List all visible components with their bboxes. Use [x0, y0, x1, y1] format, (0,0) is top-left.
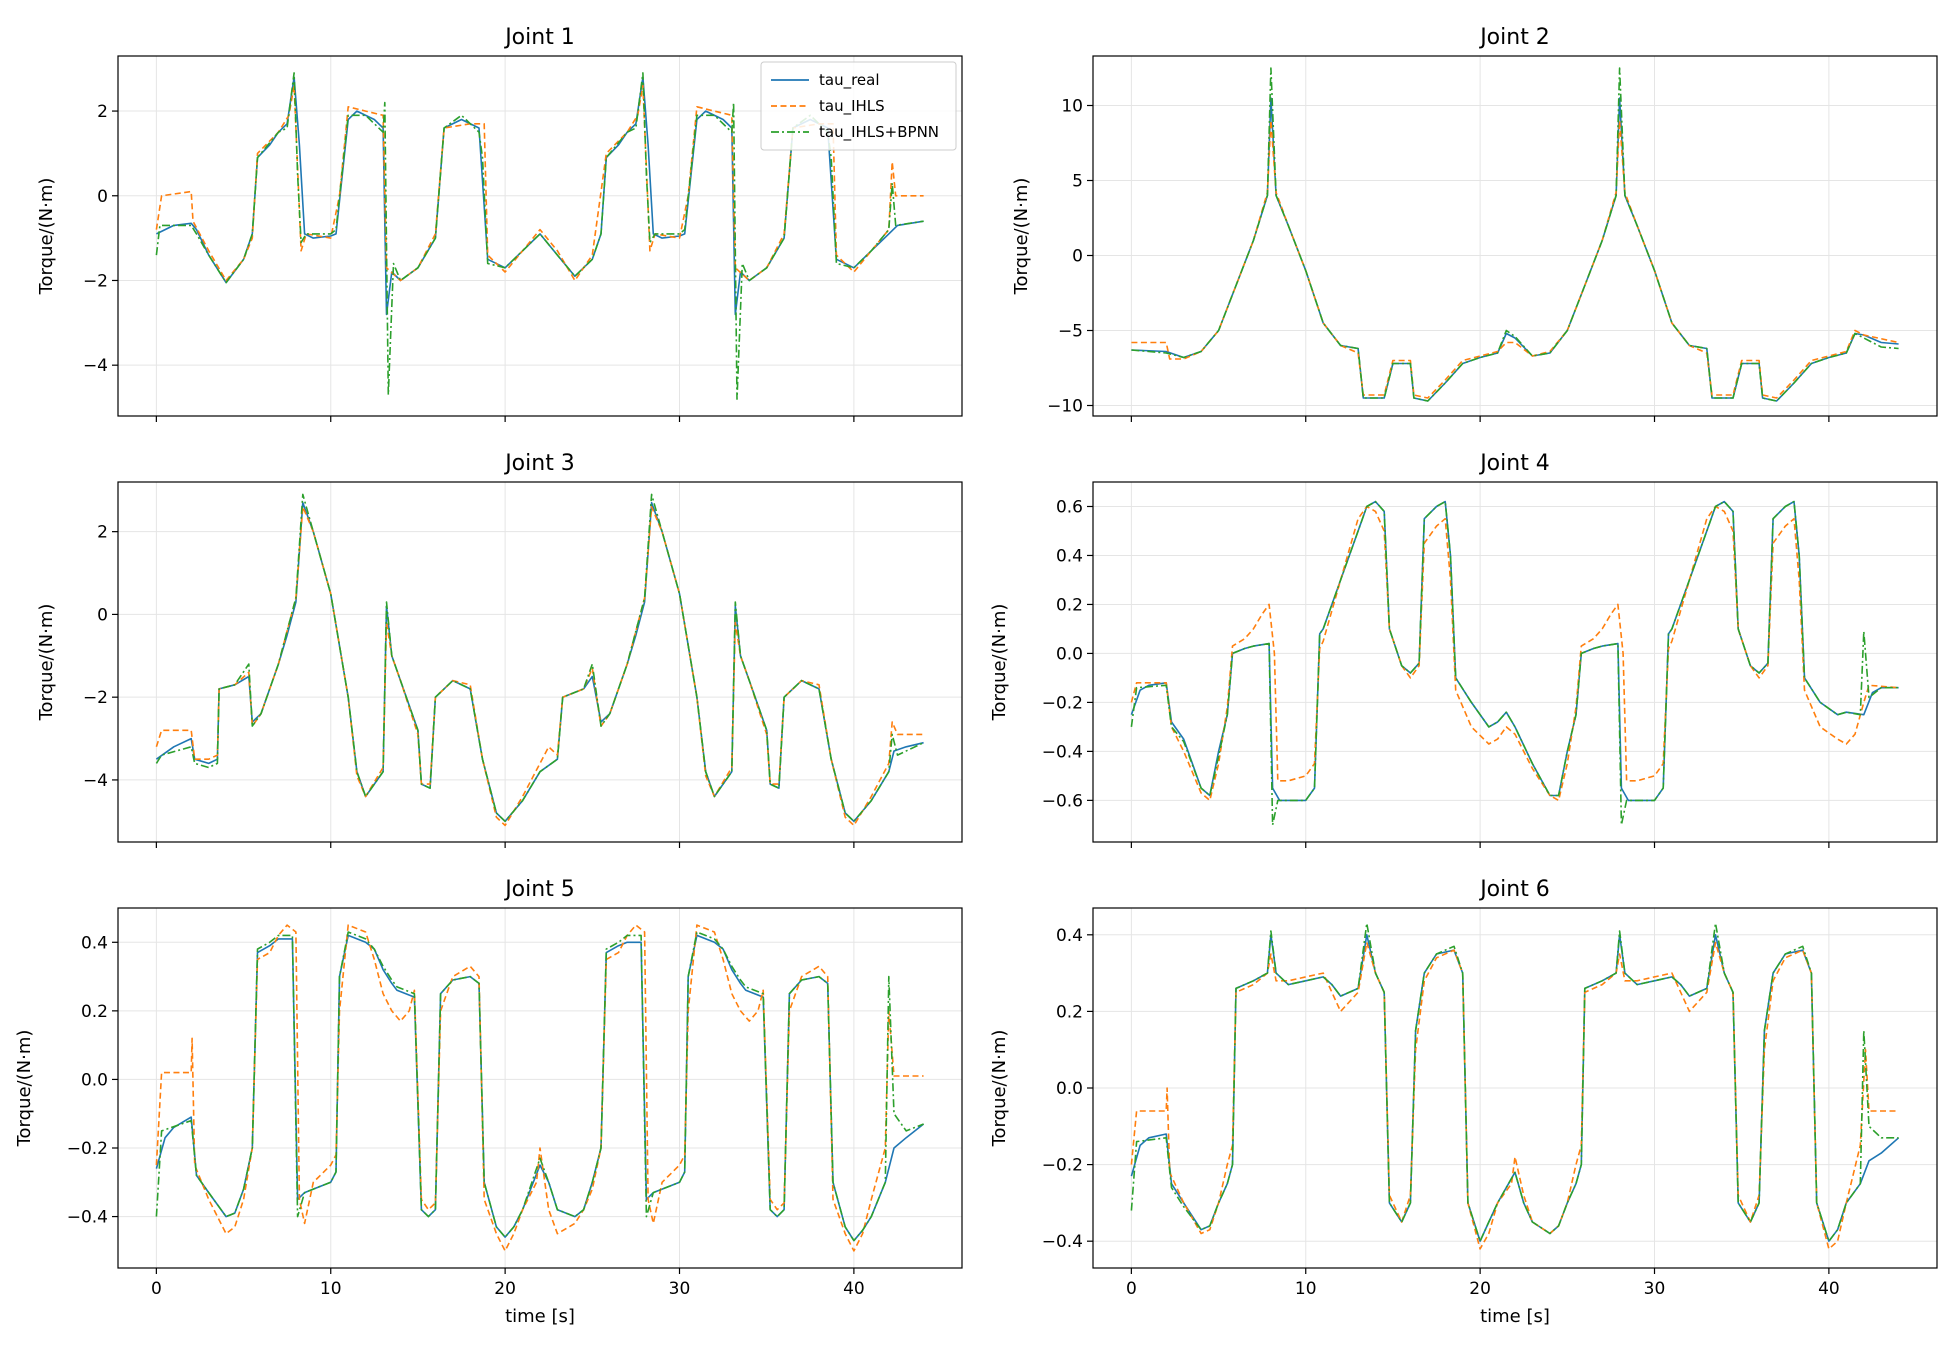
series-group: [155, 72, 924, 400]
y-tick-label: −10: [1047, 397, 1083, 417]
y-tick-label: 0: [97, 605, 108, 625]
y-tick-label: 0.2: [1056, 595, 1083, 615]
y-tick-label: −0.4: [1042, 1232, 1083, 1252]
subplot-title: Joint 4: [1478, 451, 1550, 476]
series-line-tau-ihls-bpnn: [155, 493, 924, 823]
subplot-joint-1: −4 −2 0 2 Joint 1 Torque/(N·m): [36, 25, 963, 422]
y-tick-label: −4: [83, 771, 108, 791]
subplot-joint-2: −10 −5 0 5 10 Joint 2 Torque/(N·m): [1011, 25, 1938, 422]
series-line-tau-ihls-bpnn: [155, 931, 924, 1242]
y-tick-label: 0: [1072, 247, 1083, 267]
legend-label: tau_real: [819, 71, 880, 90]
subplot-title: Joint 3: [503, 451, 575, 476]
series-line-tau-ihls-bpnn: [155, 72, 924, 400]
x-tick-label: 0: [151, 1279, 162, 1299]
x-tick-label: 10: [320, 1279, 342, 1299]
legend-label: tau_IHLS+BPNN: [819, 123, 939, 142]
series-line-tau-real: [155, 934, 925, 1242]
y-tick-label: −0.6: [1042, 791, 1083, 811]
subplot-title: Joint 1: [503, 25, 575, 50]
subplot-joint-6: 0 10 20 30 40 −0.4 −0.2 0.0 0.2 0.4 Joint 6 Torque/…: [989, 877, 1938, 1327]
x-tick-label: 30: [1644, 1279, 1666, 1299]
x-axis-label: time [s]: [505, 1306, 575, 1327]
axes-frame: [1092, 55, 1938, 417]
y-tick-label: 0.4: [1056, 546, 1083, 566]
y-tick-label: −2: [83, 271, 108, 291]
legend-item: tau_IHLS+BPNN: [771, 123, 939, 142]
y-tick-label: −0.2: [1042, 693, 1083, 713]
x-axis-label: time [s]: [1480, 1306, 1550, 1327]
legend: tau_real tau_IHLS tau_IHLS+BPNN: [760, 61, 957, 151]
x-tick-label: 20: [1469, 1279, 1491, 1299]
y-tick-label: −0.2: [1042, 1156, 1083, 1176]
subplot-grid: −4 −2 0 2 Joint 1 Torque/(N·m) −10 −5 0 5 10 Joint …: [14, 25, 1938, 1327]
y-tick-label: 10: [1061, 97, 1083, 117]
y-axis-label: Torque/(N·m): [14, 1030, 35, 1148]
y-tick-label: 0.4: [81, 933, 108, 953]
subplot-title: Joint 5: [503, 877, 575, 902]
y-tick-label: 0: [97, 187, 108, 207]
series-line-tau-ihls: [155, 84, 924, 282]
y-tick-label: 0.4: [1056, 926, 1083, 946]
y-tick-label: 0.2: [81, 1002, 108, 1022]
series-group: [1130, 500, 1899, 826]
y-tick-label: 0.0: [81, 1070, 108, 1090]
series-line-tau-ihls: [155, 924, 924, 1252]
y-tick-label: 2: [97, 102, 108, 122]
subplot-joint-5: 0 10 20 30 40 −0.4 −0.2 0.0 0.2 0.4 Joint 5 Torque/…: [14, 877, 963, 1327]
x-tick-label: 40: [1818, 1279, 1840, 1299]
legend-item: tau_real: [771, 71, 880, 90]
series-group: [1130, 922, 1900, 1250]
subplot-joint-4: −0.6 −0.4 −0.2 0.0 0.2 0.4 0.6 Joint 4 Torque/(N…: [989, 451, 1938, 848]
series-line-tau-ihls: [1130, 505, 1899, 802]
y-axis-label: Torque/(N·m): [1011, 178, 1032, 296]
y-tick-label: −4: [83, 356, 108, 376]
subplot-title: Joint 2: [1478, 25, 1550, 50]
x-tick-label: 10: [1295, 1279, 1317, 1299]
y-axis-label: Torque/(N·m): [989, 604, 1010, 722]
y-tick-label: 0.2: [1056, 1002, 1083, 1022]
legend-item: tau_IHLS: [771, 97, 885, 116]
series-line-tau-ihls: [1131, 119, 1899, 399]
y-tick-label: 0.0: [1056, 644, 1083, 664]
axes-frame: [117, 907, 963, 1269]
series-group: [1131, 67, 1899, 402]
series-group: [155, 924, 925, 1252]
y-tick-label: −0.4: [67, 1208, 108, 1228]
y-tick-label: −0.2: [67, 1139, 108, 1159]
y-tick-label: −0.4: [1042, 742, 1083, 762]
legend-box: [760, 61, 957, 151]
series-line-tau-ihls-bpnn: [1130, 500, 1899, 826]
axes-frame: [117, 55, 963, 417]
y-axis-label: Torque/(N·m): [989, 1030, 1010, 1148]
axes-frame: [117, 481, 963, 843]
y-tick-label: 0.6: [1056, 497, 1083, 517]
series-line-tau-ihls-bpnn: [1130, 922, 1899, 1242]
y-tick-label: 0.0: [1056, 1079, 1083, 1099]
y-axis-label: Torque/(N·m): [36, 178, 57, 296]
y-tick-label: 5: [1072, 172, 1083, 192]
x-tick-label: 40: [843, 1279, 865, 1299]
x-tick-label: 30: [669, 1279, 691, 1299]
series-line-tau-ihls-bpnn: [1131, 67, 1899, 402]
subplot-title: Joint 6: [1478, 877, 1550, 902]
series-group: [155, 493, 924, 827]
subplot-joint-3: −4 −2 0 2 Joint 3 Torque/(N·m): [36, 451, 963, 848]
y-axis-label: Torque/(N·m): [36, 604, 57, 722]
x-tick-label: 0: [1126, 1279, 1137, 1299]
y-tick-label: 2: [97, 523, 108, 543]
x-tick-label: 20: [494, 1279, 516, 1299]
axes-frame: [1092, 481, 1938, 843]
y-tick-label: −5: [1058, 322, 1083, 342]
y-tick-label: −2: [83, 688, 108, 708]
legend-label: tau_IHLS: [819, 97, 885, 116]
